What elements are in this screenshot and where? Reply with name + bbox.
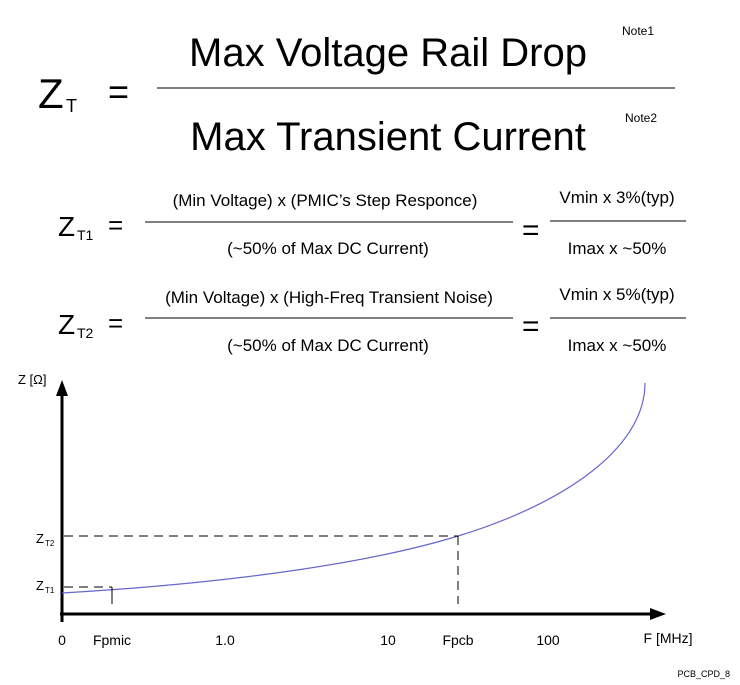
impedance-curve xyxy=(61,382,646,594)
x-label: 1.0 xyxy=(215,632,235,648)
y-label: Z xyxy=(36,531,44,546)
x-axis-label: F [MHz] xyxy=(644,630,693,646)
denominator: (~50% of Max DC Current) xyxy=(227,239,429,258)
equals: = xyxy=(108,71,129,112)
x-label: 100 xyxy=(536,632,560,648)
arrowhead xyxy=(650,608,666,620)
denominator: (~50% of Max DC Current) xyxy=(227,336,429,355)
lhs: Z xyxy=(58,309,75,340)
result-numerator: Vmin x 3%(typ) xyxy=(559,188,674,207)
result-denominator: Imax x ~50% xyxy=(568,239,667,258)
equals: = xyxy=(522,214,540,247)
figure-id: PCB_CPD_8 xyxy=(677,669,730,679)
denominator: Max Transient Current xyxy=(190,115,586,159)
equals: = xyxy=(522,310,540,343)
lhs: Z xyxy=(58,211,75,242)
lhs: Z xyxy=(38,70,64,117)
equals: = xyxy=(108,308,123,338)
lhs-sub: T1 xyxy=(77,227,94,243)
x-label: 0 xyxy=(58,632,66,648)
x-label: 10 xyxy=(380,632,396,648)
y-axis-label: Z [Ω] xyxy=(18,372,47,387)
numerator: (Min Voltage) x (PMIC’s Step Responce) xyxy=(173,191,478,210)
y-label-sub: T2 xyxy=(45,539,55,548)
equals: = xyxy=(108,210,123,240)
x-label: Fpcb xyxy=(442,632,473,648)
note: Note2 xyxy=(625,111,657,125)
numerator: Max Voltage Rail Drop xyxy=(189,31,587,75)
note: Note1 xyxy=(622,24,654,38)
lhs-sub: T2 xyxy=(77,325,94,341)
y-label: Z xyxy=(36,578,44,593)
numerator: (Min Voltage) x (High-Freq Transient Noi… xyxy=(165,288,493,307)
arrowhead xyxy=(56,380,68,396)
result-numerator: Vmin x 5%(typ) xyxy=(559,285,674,304)
lhs-sub: T xyxy=(66,96,77,116)
x-label: Fpmic xyxy=(93,632,131,648)
result-denominator: Imax x ~50% xyxy=(568,336,667,355)
y-label-sub: T1 xyxy=(45,586,55,595)
